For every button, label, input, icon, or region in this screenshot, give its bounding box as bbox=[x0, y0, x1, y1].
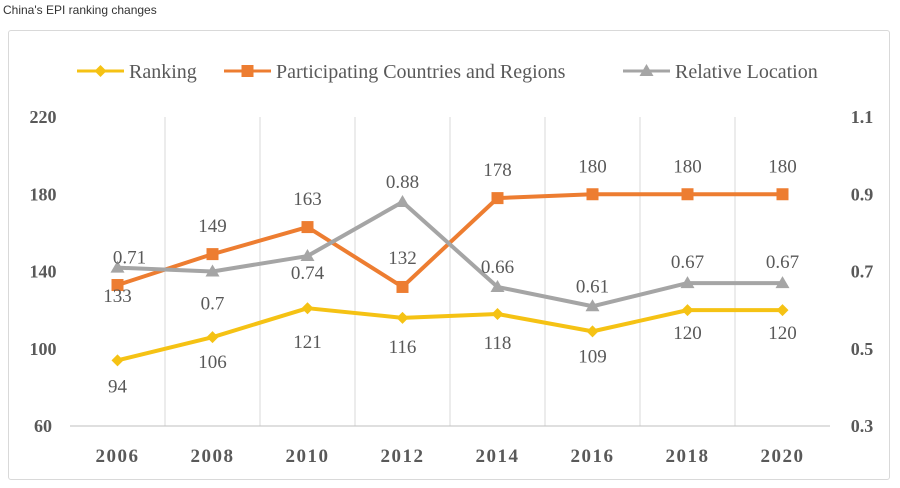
data-point bbox=[206, 248, 219, 261]
x-tick-label: 2018 bbox=[666, 446, 710, 467]
y-left-tick-label: 100 bbox=[30, 339, 57, 359]
series-line bbox=[117, 306, 783, 363]
data-label: 120 bbox=[673, 323, 702, 344]
data-point bbox=[776, 304, 789, 317]
data-point bbox=[206, 331, 219, 344]
data-label: 0.7 bbox=[201, 294, 225, 315]
data-label: 132 bbox=[388, 248, 417, 269]
data-label: 116 bbox=[389, 337, 417, 358]
data-point bbox=[491, 192, 504, 205]
y-left-tick-label: 60 bbox=[34, 416, 52, 436]
data-point bbox=[396, 280, 409, 293]
data-point bbox=[776, 188, 789, 201]
data-point bbox=[395, 194, 410, 207]
data-label: 0.74 bbox=[291, 263, 325, 284]
data-point bbox=[110, 260, 125, 273]
data-point bbox=[491, 307, 504, 320]
x-tick-label: 2008 bbox=[191, 446, 235, 467]
y-right-tick-label: 1.1 bbox=[851, 107, 874, 127]
data-point bbox=[301, 221, 314, 234]
y-left-tick-label: 180 bbox=[30, 184, 57, 204]
legend-marker bbox=[94, 65, 107, 77]
legend-label: Participating Countries and Regions bbox=[276, 61, 566, 83]
data-point bbox=[586, 325, 599, 338]
chart-caption: China's EPI ranking changes bbox=[3, 3, 157, 17]
data-label: 120 bbox=[768, 323, 797, 344]
data-label: 109 bbox=[578, 346, 607, 367]
data-point bbox=[775, 276, 790, 289]
y-left-tick-label: 140 bbox=[30, 262, 57, 282]
data-point bbox=[681, 304, 694, 317]
data-point bbox=[490, 279, 505, 292]
data-point bbox=[301, 302, 314, 315]
data-label: 0.66 bbox=[481, 257, 514, 278]
data-label: 118 bbox=[484, 333, 512, 354]
data-point bbox=[111, 279, 124, 292]
data-label: 180 bbox=[578, 156, 607, 177]
x-tick-label: 2006 bbox=[96, 446, 140, 467]
data-label: 94 bbox=[108, 376, 128, 397]
data-label: 0.88 bbox=[386, 172, 419, 193]
x-tick-label: 2014 bbox=[476, 446, 520, 467]
data-label: 163 bbox=[293, 189, 322, 210]
x-tick-label: 2016 bbox=[571, 446, 615, 467]
y-right-tick-label: 0.3 bbox=[851, 416, 874, 436]
data-label: 0.67 bbox=[766, 252, 799, 273]
data-label: 0.71 bbox=[113, 248, 146, 269]
legend-label: Relative Location bbox=[675, 61, 818, 83]
data-label: 149 bbox=[198, 216, 227, 237]
data-point bbox=[111, 354, 124, 367]
data-point bbox=[586, 188, 599, 201]
y-right-tick-label: 0.7 bbox=[851, 262, 874, 282]
data-label: 180 bbox=[673, 156, 702, 177]
x-tick-label: 2012 bbox=[381, 446, 425, 467]
data-label: 180 bbox=[768, 156, 797, 177]
chart-frame bbox=[8, 30, 890, 480]
y-left-tick-label: 220 bbox=[30, 107, 57, 127]
series-line bbox=[117, 199, 783, 309]
y-right-tick-label: 0.5 bbox=[851, 339, 874, 359]
data-point bbox=[680, 276, 695, 289]
data-point bbox=[300, 249, 315, 262]
x-tick-label: 2020 bbox=[761, 446, 805, 467]
data-label: 0.61 bbox=[576, 276, 609, 297]
legend-label: Ranking bbox=[129, 61, 197, 83]
x-tick-label: 2010 bbox=[286, 446, 330, 467]
data-point bbox=[205, 264, 220, 277]
y-right-tick-label: 0.9 bbox=[851, 184, 874, 204]
data-point bbox=[396, 311, 409, 324]
legend-marker bbox=[241, 65, 254, 77]
legend-marker bbox=[639, 64, 654, 76]
data-point bbox=[681, 188, 694, 201]
data-point bbox=[585, 299, 600, 312]
data-label: 106 bbox=[198, 352, 227, 373]
data-label: 133 bbox=[103, 286, 132, 307]
data-label: 0.67 bbox=[671, 252, 704, 273]
data-label: 121 bbox=[293, 332, 322, 353]
data-label: 178 bbox=[483, 160, 512, 181]
